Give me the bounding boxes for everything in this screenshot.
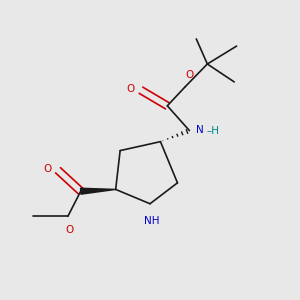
Text: –H: –H [207, 126, 220, 136]
Text: O: O [43, 164, 52, 174]
Text: O: O [186, 70, 194, 80]
Text: O: O [126, 84, 134, 94]
Text: NH: NH [144, 216, 159, 226]
Polygon shape [81, 188, 116, 194]
Text: N: N [196, 125, 204, 135]
Text: O: O [65, 225, 74, 235]
